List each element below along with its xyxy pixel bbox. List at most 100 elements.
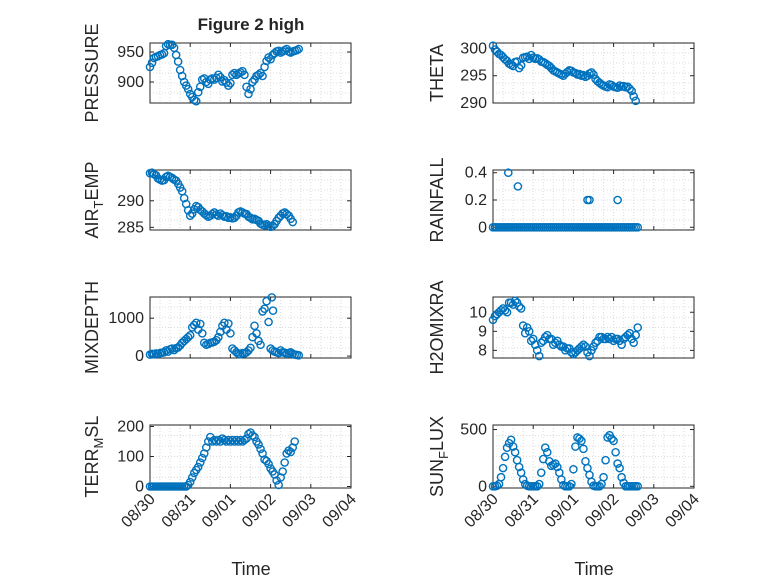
data-point <box>581 342 590 351</box>
data-point <box>288 217 298 227</box>
x-axis-label-right: Time <box>574 559 613 579</box>
y-tick-label: 1000 <box>108 310 144 327</box>
axes-frame <box>492 296 695 359</box>
data-point <box>228 70 237 80</box>
data-point <box>258 71 267 81</box>
y-tick-label: 0 <box>135 479 144 496</box>
data-point <box>214 211 223 220</box>
data-point <box>234 437 243 446</box>
data-point <box>514 302 524 311</box>
data-point <box>532 481 542 491</box>
data-point <box>617 472 626 482</box>
data-point <box>195 458 205 467</box>
data-point <box>631 96 641 106</box>
y-tick-label: 100 <box>117 449 144 466</box>
data-point <box>208 209 217 219</box>
data-point <box>615 463 624 473</box>
y-axis-label: TERRMSL <box>82 416 106 498</box>
data-point <box>613 459 622 468</box>
data-point <box>230 213 239 223</box>
data-point <box>510 296 520 306</box>
subplot-5: 0 1000 MIXDEPTH <box>82 281 352 374</box>
data-point <box>183 332 193 342</box>
data-point <box>629 92 639 101</box>
data-point <box>500 452 510 462</box>
data-point <box>611 447 620 457</box>
data-point <box>553 462 562 472</box>
data-point <box>625 84 634 94</box>
y-tick-label: 290 <box>460 95 487 112</box>
data-point <box>185 330 195 340</box>
y-axis-label: MIXDEPTH <box>82 281 102 374</box>
data-point <box>540 443 550 453</box>
data-point <box>581 457 590 466</box>
data-point <box>557 475 566 484</box>
x-tick-label: 08/30 <box>461 491 501 531</box>
data-point <box>167 344 177 353</box>
data-point <box>260 304 269 314</box>
y-tick-label: 285 <box>117 219 144 236</box>
data-point <box>577 436 586 446</box>
x-tick-label: 08/30 <box>118 491 158 531</box>
x-tick-label: 09/02 <box>239 491 279 531</box>
data-point <box>555 340 564 349</box>
y-tick-label: 0 <box>135 348 144 365</box>
data-point <box>579 340 588 349</box>
data-point <box>512 455 522 465</box>
data-point <box>224 81 233 90</box>
data-point <box>518 321 528 330</box>
data-point <box>613 83 622 93</box>
data-point <box>516 304 526 313</box>
data-point <box>230 437 239 446</box>
data-point <box>183 84 193 94</box>
data-point <box>208 437 217 446</box>
y-tick-label: 9 <box>478 323 487 340</box>
y-tick-label: 0.2 <box>465 192 487 209</box>
y-tick-label: 8 <box>478 342 487 359</box>
data-point <box>266 54 275 64</box>
figure-title: Figure 2 high <box>198 15 305 34</box>
data-point <box>563 67 572 77</box>
data-point <box>513 182 523 191</box>
data-point <box>510 447 520 457</box>
data-point <box>613 334 622 344</box>
data-point <box>503 168 513 178</box>
data-point <box>203 79 213 89</box>
data-point <box>240 435 249 445</box>
y-tick-label: 950 <box>117 44 144 61</box>
data-point <box>633 323 643 332</box>
data-point <box>589 70 598 79</box>
data-point <box>226 437 235 446</box>
data-point <box>627 86 636 96</box>
data-point <box>203 437 213 446</box>
data-point <box>286 447 296 457</box>
y-tick-label: 500 <box>460 422 487 439</box>
subplot-6: 8 9 10 H2OMIXRA <box>427 280 695 375</box>
data-point <box>264 317 273 327</box>
data-point <box>267 293 277 302</box>
data-point <box>583 463 592 473</box>
x-tick-label: 09/02 <box>582 491 622 531</box>
data-point <box>222 437 231 446</box>
data-point <box>536 338 546 348</box>
data-point <box>230 68 239 78</box>
x-tick-label: 08/31 <box>159 491 199 531</box>
y-tick-label: 0 <box>478 478 487 495</box>
subplot-2: 290 295 300 THETA <box>427 40 695 112</box>
data-point <box>569 464 578 474</box>
data-point <box>534 351 544 361</box>
data-point <box>609 336 618 346</box>
data-point <box>528 334 538 344</box>
data-point <box>294 44 304 54</box>
data-point <box>522 52 532 61</box>
axes-frame <box>492 42 695 104</box>
data-point <box>603 332 612 342</box>
data-point <box>161 41 171 51</box>
data-point <box>201 210 211 220</box>
data-point <box>500 306 510 315</box>
data-point <box>197 329 207 338</box>
x-tick-label: 08/31 <box>502 491 542 531</box>
data-point <box>248 431 257 440</box>
data-point <box>256 340 265 350</box>
